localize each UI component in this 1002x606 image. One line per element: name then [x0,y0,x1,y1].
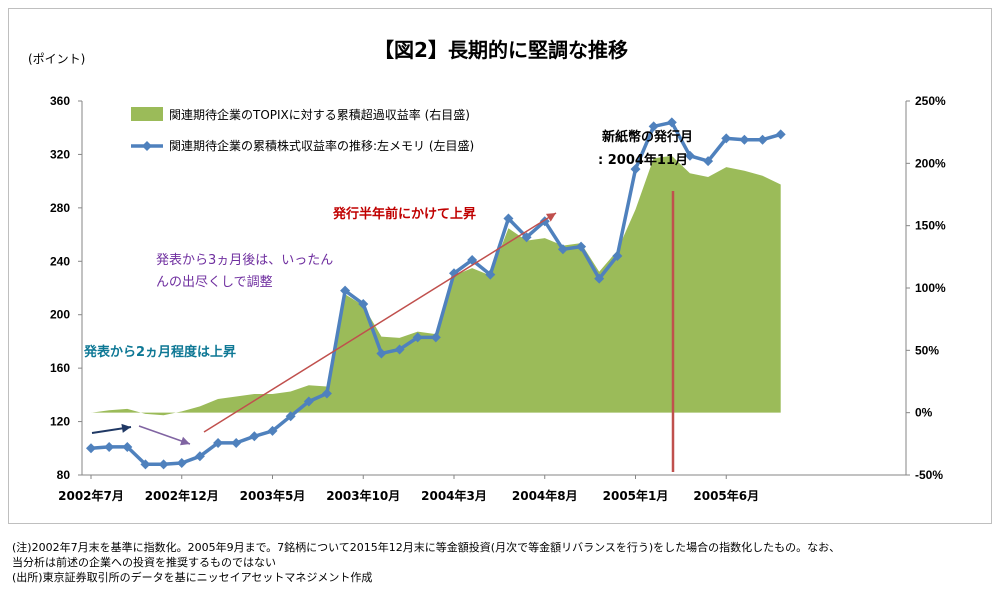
stock-return-point [684,150,695,161]
stock-return-point [176,457,187,468]
left-axis-tick-label: 120 [50,415,70,429]
stock-return-point [158,459,169,470]
x-axis-tick-label: 2004年3月 [421,488,487,503]
y-axis-unit: (ポイント) [28,52,86,66]
stock-return-point [430,332,441,343]
rise-arrow [203,212,557,433]
annotation-adjust-2: んの出尽くしで調整 [156,275,273,290]
stock-return-point [122,441,133,452]
left-axis-tick-label: 240 [50,254,70,268]
stock-return-point [104,441,115,452]
early-rise-arrow-head [121,423,131,433]
stock-return-point [739,134,750,145]
stock-return-point [594,273,605,284]
stock-return-point [231,437,242,448]
stock-return-point [521,232,532,243]
stock-return-point [213,437,224,448]
stock-return-point [757,134,768,145]
footnotes: (注)2002年7月末を基準に指数化。2005年9月まで。7銘柄について2015… [12,540,997,585]
stock-return-point [557,244,568,255]
stock-return-point [285,411,296,422]
legend-line-label: 関連期待企業の累積株式収益率の推移:左メモリ (左目盛) [169,138,474,153]
stock-return-point [703,156,714,167]
stock-return-point [612,250,623,261]
stock-return-point [267,425,278,436]
x-axis-tick-label: 2003年10月 [326,488,400,503]
stock-return-point [666,117,677,128]
right-axis-tick-label: 0% [915,406,933,420]
stock-return-point [467,254,478,265]
legend-area-swatch [131,107,163,121]
left-axis-tick-label: 160 [50,361,70,375]
left-axis-tick-label: 360 [50,94,70,108]
right-axis-tick-label: 100% [915,281,946,295]
x-axis-tick-label: 2002年12月 [145,488,219,503]
stock-return-point [449,268,459,279]
adjust-arrow [138,425,191,445]
footnote-line: 当分析は前述の企業への投資を推奨するものではない [12,556,276,569]
right-axis-tick-label: -50% [915,468,943,482]
footnote-line: (注)2002年7月末を基準に指数化。2005年9月まで。7銘柄について2015… [12,541,841,554]
annotation-issuance-date: : 2004年11月 [598,152,688,168]
annotation-issuance: 新紙幣の発行月 [602,129,693,145]
stock-return-point [340,285,351,296]
stock-return-point [303,396,314,407]
stock-return-point [412,332,423,343]
legend-area-label: 関連期待企業のTOPIXに対する累積超過収益率 (右目盛) [169,107,470,122]
stock-return-point [630,164,641,175]
x-axis-tick-label: 2003年5月 [240,488,306,503]
chart-title: 【図2】長期的に堅調な推移 [374,38,628,62]
annotation-adjust-1: 発表から3ヵ月後は、いったん [156,253,333,268]
right-axis-tick-label: 200% [915,156,946,170]
rise-arrow-head [545,213,556,222]
x-axis-tick-label: 2002年7月 [58,488,124,503]
legend-line-marker [142,141,152,151]
stock-return-point [576,241,587,252]
stock-return-point [775,129,786,140]
stock-return-point [376,348,387,359]
stock-return-point [394,344,405,355]
footnote-line: (出所)東京証券取引所のデータを基にニッセイアセットマネジメント作成 [12,571,373,584]
annotation-early-rise: 発表から2ヵ月程度は上昇 [83,344,236,360]
stock-return-point [648,121,659,132]
x-axis-tick-label: 2005年6月 [693,488,759,503]
left-axis-tick-label: 80 [57,468,71,482]
stock-return-point [86,443,96,454]
right-axis-tick-label: 50% [915,343,939,357]
stock-return-point [358,299,369,310]
left-axis-tick-label: 320 [50,147,70,161]
right-axis-tick-label: 250% [915,94,946,108]
chart-frame [8,8,992,524]
stock-return-point [249,431,260,442]
right-axis-tick-label: 150% [915,219,946,233]
x-axis-tick-label: 2005年1月 [603,488,669,503]
excess-return-area [91,155,781,416]
x-axis-tick-label: 2004年8月 [512,488,578,503]
left-axis-tick-label: 280 [50,201,70,215]
stock-return-point [194,451,205,462]
annotation-rise: 発行半年前にかけて上昇 [332,206,476,222]
stock-return-point [140,459,151,470]
stock-return-point [503,213,514,224]
left-axis-tick-label: 200 [50,308,70,322]
adjust-arrow-head [180,436,190,446]
stock-return-point [485,269,496,280]
stock-return-point [721,133,732,144]
stock-return-point [321,388,332,399]
